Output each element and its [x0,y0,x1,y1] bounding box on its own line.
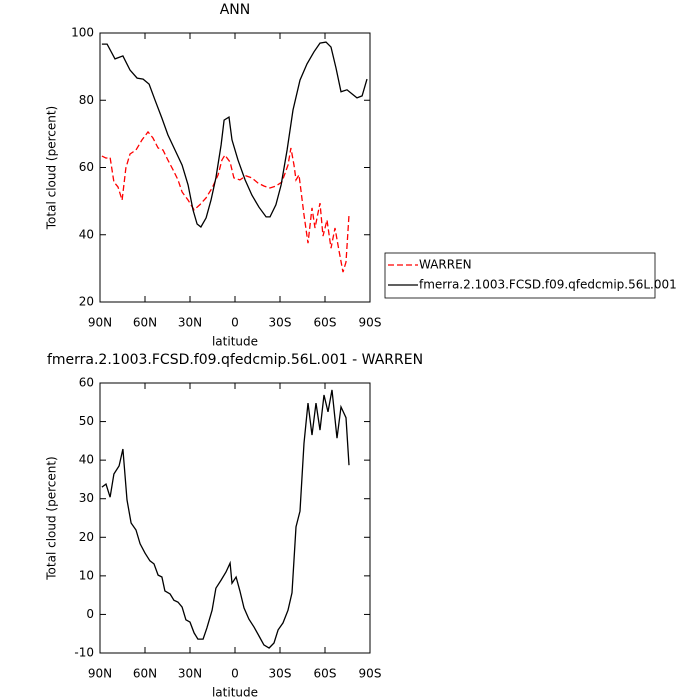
x-tick-label: 30S [269,316,292,330]
data-line [101,130,350,273]
x-tick-label: 90S [359,316,382,330]
data-line [101,389,350,649]
y-tick-label: -10 [74,646,94,660]
x-tick-label: 90N [88,667,112,681]
y-tick-label: 80 [79,93,94,107]
x-tick-label: 0 [231,316,239,330]
y-tick-label: 40 [79,453,94,467]
y-tick-label: 30 [79,491,94,505]
y-axis-label: Total cloud (percent) [45,106,59,230]
y-tick-label: 20 [79,530,94,544]
x-tick-label: 60N [133,316,157,330]
y-tick-label: 100 [71,26,94,40]
x-tick-label: 30N [178,667,202,681]
y-tick-label: 50 [79,414,94,428]
plot-frame [99,382,371,654]
x-tick-label: 90N [88,316,112,330]
chart-title: ANN [220,2,251,18]
x-tick-label: 60N [133,667,157,681]
y-tick-label: 10 [79,568,94,582]
x-axis-label: latitude [212,335,258,349]
chart-title: fmerra.2.1003.FCSD.f09.qfedcmip.56L.001 … [47,352,423,368]
y-tick-label: 60 [79,376,94,390]
x-axis-label: latitude [212,686,258,700]
y-axis-label: Total cloud (percent) [45,456,59,580]
plot-frame [99,32,371,303]
legend-box [384,252,656,299]
y-tick-label: 40 [79,227,94,241]
x-tick-label: 60S [314,316,337,330]
y-tick-label: 20 [79,295,94,309]
x-tick-label: 0 [231,667,239,681]
x-tick-label: 90S [359,667,382,681]
y-tick-label: 0 [86,607,94,621]
data-line [101,41,368,228]
legend-label: WARREN [419,258,472,272]
y-tick-label: 60 [79,160,94,174]
x-tick-label: 30N [178,316,202,330]
legend-label: fmerra.2.1003.FCSD.f09.qfedcmip.56L.001 [419,278,677,292]
x-tick-label: 30S [269,667,292,681]
x-tick-label: 60S [314,667,337,681]
